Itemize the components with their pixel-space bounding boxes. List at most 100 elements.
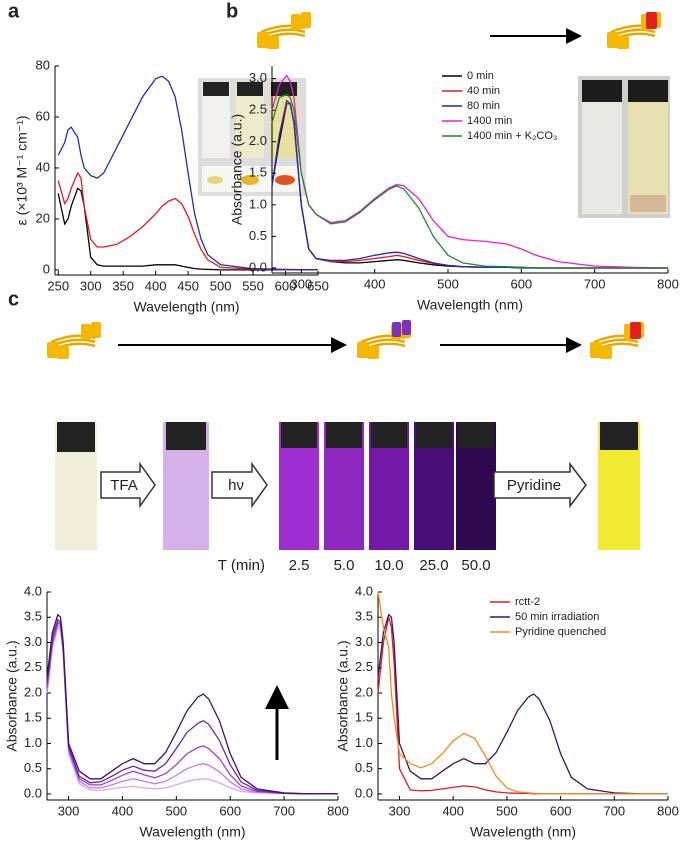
y-tick-label: 4.0 [355,583,373,598]
y-axis-title: Absorbance (a.u.) [335,640,351,751]
data-line [57,187,318,271]
reagent-label: TFA [110,477,138,494]
highlight [392,322,401,337]
y-tick-label: 2.0 [24,684,42,699]
y-tick-label: 0.0 [249,259,267,274]
x-tick-label: 600 [510,276,532,291]
y-tick-label: 2.0 [355,684,373,699]
reagent-arrows [100,461,587,509]
x-tick-label: 500 [437,276,459,291]
x-tick-label: 400 [364,276,386,291]
time-value: 50.0 [461,557,490,574]
data-line [377,591,668,795]
inset-photo [578,76,670,218]
x-tick-label: 800 [657,276,679,291]
y-tick-label: 2.0 [249,133,267,148]
legend-label: rctt-2 [515,596,540,608]
y-tick-label: 80 [36,57,50,72]
data-line [271,93,668,269]
time-value: 10.0 [374,557,403,574]
x-axis-title: Wavelength (nm) [133,299,239,315]
x-tick-label: 300 [80,278,102,293]
y-tick-label: 1.0 [24,735,42,750]
y-tick-label: 2.5 [355,659,373,674]
y-tick-label: 3.5 [24,609,42,624]
x-tick-label: 800 [657,803,679,818]
x-tick-label: 600 [219,803,241,818]
x-tick-label: 250 [47,278,69,293]
y-axis-title: Absorbance (a.u.) [229,114,245,225]
legend-label: 1400 min + K₂CO₃ [467,130,557,142]
y-tick-label: 0.5 [355,760,373,775]
time-value: 2.5 [289,557,310,574]
y-tick-label: 4.0 [24,583,42,598]
x-tick-label: 400 [145,278,167,293]
x-tick-label: 300 [58,803,80,818]
x-tick-label: 550 [242,278,264,293]
highlight [630,322,641,339]
x-tick-label: 700 [603,803,625,818]
x-tick-label: 400 [112,803,134,818]
data-line [46,626,338,795]
y-tick-label: 1.5 [24,710,42,725]
reagent-label: hν [228,477,244,494]
y-tick-label: 1.5 [249,165,267,180]
y-tick-label: 2.5 [249,102,267,117]
molecule-icon [255,10,313,50]
x-axis-title: Wavelength (nm) [139,824,245,840]
x-axis-title: Wavelength (nm) [417,297,523,313]
legend-label: 0 min [467,70,494,82]
legend-label: 80 min [467,100,500,112]
legend-label: 1400 min [467,115,512,127]
data-line [377,613,668,795]
y-tick-label: 3.0 [24,634,42,649]
y-tick-label: 60 [36,108,50,123]
x-axis-title: Wavelength (nm) [470,824,576,840]
x-tick-label: 500 [165,803,187,818]
y-tick-label: 0.5 [249,228,267,243]
panel-label: c [8,288,19,310]
x-tick-label: 700 [584,276,606,291]
y-tick-label: 0.0 [24,785,42,800]
data-line [46,618,338,795]
y-tick-label: 1.0 [249,196,267,211]
vial-photos [55,422,640,550]
highlight [646,12,657,29]
y-tick-label: 0.0 [355,785,373,800]
x-tick-label: 800 [327,803,349,818]
y-tick-label: 3.0 [355,634,373,649]
y-tick-label: 0.5 [24,760,42,775]
legend-label: 40 min [467,85,500,97]
x-tick-label: 300 [389,803,411,818]
y-tick-label: 1.5 [355,710,373,725]
data-line [57,171,318,271]
y-tick-label: 1.0 [355,735,373,750]
y-tick-label: 3.5 [355,609,373,624]
data-line [46,613,338,795]
x-tick-label: 600 [275,278,297,293]
data-line [57,75,319,271]
x-tick-label: 500 [496,803,518,818]
x-tick-label: 500 [210,278,232,293]
highlight [402,320,411,335]
data-line [271,74,669,269]
y-tick-label: 3.0 [249,70,267,85]
time-label: T (min) [218,557,265,574]
data-line [46,623,338,795]
y-axis-title: Absorbance (a.u.) [4,640,20,751]
panel-label: a [8,0,20,22]
legend-label: Pyridine quenched [515,626,606,638]
x-tick-label: 650 [307,278,329,293]
data-line [46,621,338,795]
time-value: 5.0 [334,557,355,574]
x-tick-label: 350 [112,278,134,293]
time-value: 25.0 [419,557,448,574]
molecule-icon [45,320,103,360]
x-tick-label: 400 [442,803,464,818]
x-tick-label: 450 [177,278,199,293]
reagent-label: Pyridine [507,477,561,494]
legend-label: 50 min irradiation [515,611,599,623]
y-tick-label: 2.5 [24,659,42,674]
y-tick-label: 0 [43,261,50,276]
